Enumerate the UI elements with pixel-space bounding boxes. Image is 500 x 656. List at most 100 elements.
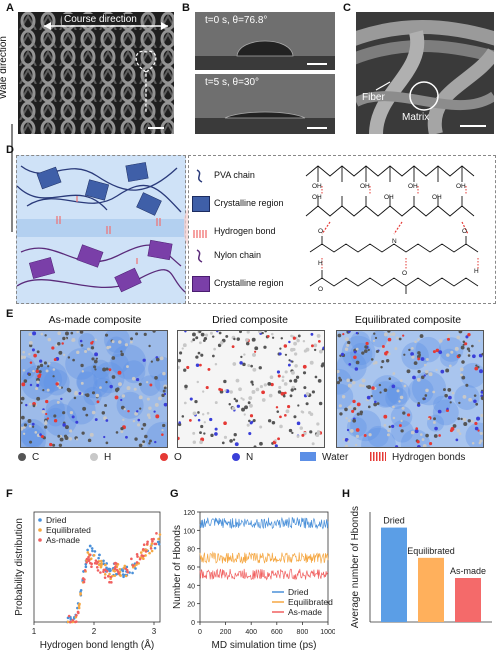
atom — [79, 339, 83, 343]
atom — [244, 405, 248, 410]
atom — [90, 341, 94, 345]
atom — [417, 338, 420, 341]
atom — [39, 359, 43, 363]
x-tick-label: 400 — [245, 629, 257, 636]
legend-carbon: C — [18, 452, 39, 463]
scatter-point-as-made — [88, 553, 92, 557]
atom — [389, 333, 393, 336]
atom — [471, 344, 474, 348]
legend-label: As-made — [46, 535, 80, 545]
legend-nylon-chain-label: Nylon chain — [214, 250, 262, 260]
atom — [62, 411, 66, 415]
atom — [252, 367, 257, 372]
scatter-point-as-made — [94, 559, 98, 562]
atom — [91, 357, 95, 361]
atom — [247, 363, 251, 367]
atom — [229, 439, 233, 443]
atom — [287, 363, 291, 367]
scatter-point-equilibrated — [123, 564, 127, 568]
atom — [94, 338, 97, 342]
atom — [253, 445, 257, 447]
atom — [37, 365, 40, 369]
atom — [64, 436, 69, 440]
legend-marker — [38, 518, 42, 522]
sim-box-dried — [177, 330, 325, 448]
atom — [192, 440, 197, 444]
atom — [29, 383, 33, 387]
atom — [238, 387, 242, 392]
series-line-dried — [199, 516, 329, 530]
atom — [91, 410, 96, 415]
atom — [249, 421, 253, 425]
panel-b-label: B — [182, 2, 190, 14]
atom — [372, 362, 376, 365]
atom — [322, 346, 324, 350]
atom — [179, 351, 183, 355]
panel-c-label: C — [343, 2, 351, 14]
atom — [462, 340, 466, 344]
atom — [117, 370, 122, 375]
atom — [60, 386, 63, 389]
atom — [69, 411, 74, 415]
atom — [367, 405, 371, 409]
atom — [421, 438, 425, 441]
atom — [184, 331, 187, 333]
atom — [449, 429, 453, 433]
atom — [399, 379, 403, 382]
atom — [460, 345, 465, 350]
atom — [122, 418, 125, 422]
atom — [218, 331, 222, 335]
atom — [263, 345, 267, 349]
atom — [183, 368, 187, 372]
atom — [79, 331, 84, 334]
atom — [192, 411, 197, 416]
atom — [480, 396, 483, 401]
legend-hydrogen: H — [90, 452, 111, 463]
atom — [395, 336, 399, 340]
atom — [428, 372, 433, 377]
atom — [61, 342, 64, 345]
atom — [365, 341, 369, 346]
atom — [56, 400, 60, 404]
atom — [118, 382, 122, 387]
atom — [361, 351, 365, 355]
atom — [118, 340, 122, 344]
atom — [68, 437, 73, 441]
atom-label-oh: OH — [456, 183, 466, 190]
atom — [391, 424, 395, 428]
atom — [474, 426, 479, 431]
atom — [233, 433, 237, 437]
atom — [154, 402, 159, 407]
atom-label-oh: OH — [432, 194, 442, 201]
atom — [48, 362, 51, 365]
atom — [420, 375, 425, 380]
atom — [427, 417, 430, 421]
atom — [240, 355, 243, 359]
atom — [378, 383, 382, 387]
scatter-point-dried — [97, 556, 100, 560]
atom — [299, 426, 303, 430]
atom — [370, 394, 373, 398]
atom — [228, 402, 231, 406]
atom — [392, 372, 396, 375]
atom — [259, 441, 263, 446]
atom — [344, 407, 348, 412]
atom — [199, 440, 203, 445]
atom — [38, 373, 42, 376]
atom — [419, 334, 424, 338]
atom — [102, 367, 107, 372]
atom — [361, 378, 366, 383]
atom — [352, 381, 356, 385]
atom — [141, 427, 144, 431]
atom — [195, 355, 199, 359]
atom — [271, 332, 274, 336]
atom — [216, 331, 219, 333]
atom — [34, 431, 38, 434]
atom — [448, 364, 452, 368]
atom — [385, 350, 389, 354]
legend-pva-crystalline-label: Crystalline region — [214, 198, 284, 208]
atom — [410, 430, 415, 435]
droplet-image-t0: t=0 s, θ=76.8° — [195, 12, 335, 70]
atom — [399, 395, 404, 400]
atom — [251, 389, 256, 394]
